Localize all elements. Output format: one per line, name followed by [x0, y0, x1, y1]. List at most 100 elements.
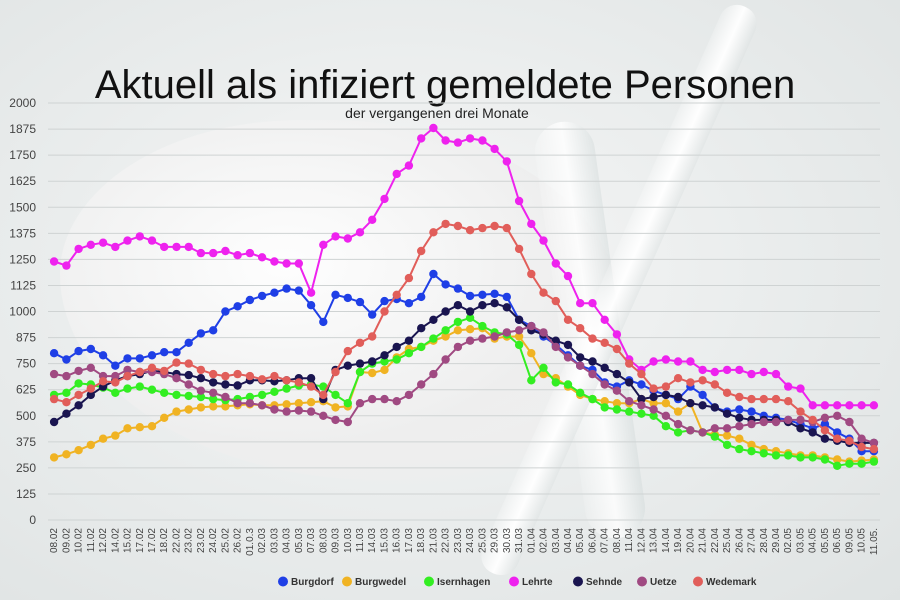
data-point [612, 405, 622, 414]
data-point [233, 381, 242, 390]
data-point [710, 424, 719, 433]
data-point [808, 428, 817, 437]
data-point [551, 336, 560, 345]
data-point [368, 357, 377, 366]
data-point [270, 405, 279, 414]
data-point [123, 354, 132, 363]
data-point [392, 290, 401, 299]
data-point [514, 244, 524, 254]
data-point [673, 374, 683, 383]
data-point [649, 357, 658, 366]
data-point [331, 390, 340, 400]
legend-label-isernhagen: Isernhagen [437, 577, 490, 588]
x-tick-label: 21.04 [698, 528, 709, 553]
data-point [404, 336, 414, 345]
data-point [686, 399, 695, 408]
x-tick-label: 04.03 [282, 528, 293, 553]
legend-marker-uetze [637, 576, 647, 587]
data-point [306, 398, 316, 407]
data-point [429, 369, 438, 379]
data-point [294, 286, 303, 295]
data-point [465, 291, 475, 301]
data-point [673, 428, 683, 437]
grid-layer: 0 125 250 375 500 625 750 875 1000 1125 1250 1375 15… [9, 96, 880, 527]
data-point [637, 369, 646, 379]
data-point [221, 371, 230, 381]
data-point [257, 375, 267, 384]
data-point [833, 428, 842, 437]
data-point [735, 413, 744, 422]
data-point [796, 424, 805, 433]
data-point [429, 269, 438, 279]
x-tick-label: 01.04 [526, 528, 537, 553]
data-point [625, 407, 634, 416]
data-point [845, 417, 854, 427]
data-point [490, 332, 499, 341]
data-point [343, 293, 352, 303]
data-point [196, 365, 206, 375]
data-point [735, 392, 744, 402]
data-point [147, 363, 157, 372]
x-tick-label: 11.04 [624, 528, 635, 553]
x-tick-label: 20.04 [685, 528, 696, 553]
data-point [833, 461, 842, 470]
data-point [649, 384, 658, 393]
data-point [600, 380, 609, 389]
data-point [380, 296, 389, 306]
data-point [625, 359, 634, 368]
data-point [771, 451, 781, 460]
x-tick-label: 02.05 [783, 528, 794, 553]
legend: Burgdorf Burgwedel Isernhagen Lehrte Sehnde U… [278, 576, 757, 588]
data-point [808, 453, 817, 462]
x-tick-label: 10.05 [857, 528, 868, 553]
data-point [563, 380, 573, 389]
data-point [502, 328, 511, 337]
x-tick-label: 11.03 [355, 528, 366, 553]
data-point [869, 438, 879, 448]
data-point [857, 434, 866, 443]
data-point [698, 401, 707, 410]
data-point [343, 346, 352, 356]
data-point [612, 330, 622, 339]
data-point [306, 374, 316, 383]
data-point [368, 394, 377, 404]
data-point [735, 434, 744, 443]
data-point [319, 240, 328, 249]
y-tick-label: 1000 [9, 305, 36, 319]
data-point [796, 407, 805, 416]
data-point [551, 259, 560, 268]
data-point [417, 324, 426, 333]
x-tick-label: 28.04 [759, 528, 770, 553]
data-point [441, 326, 450, 335]
data-point [649, 411, 658, 420]
data-point [147, 385, 157, 394]
legend-label-sehnde: Sehnde [586, 577, 623, 588]
x-tick-label: 24.02 [208, 528, 219, 553]
data-point [600, 403, 609, 412]
data-point [98, 377, 108, 386]
data-point [74, 244, 83, 254]
y-tick-label: 1500 [9, 200, 36, 214]
data-point [625, 397, 634, 406]
data-point [98, 238, 108, 247]
data-point [453, 326, 463, 335]
data-point [576, 324, 585, 333]
data-point [600, 397, 609, 406]
data-point [319, 382, 328, 391]
data-point [551, 296, 560, 306]
data-point [392, 397, 401, 406]
data-point [196, 374, 206, 383]
data-point [833, 411, 842, 420]
data-point [294, 406, 303, 415]
data-point [796, 453, 805, 462]
data-point [209, 394, 218, 404]
legend-marker-lehrte [509, 576, 519, 587]
data-point [453, 317, 463, 327]
x-tick-label: 25.03 [477, 528, 488, 553]
x-tick-label: 24.03 [465, 528, 476, 553]
data-point [441, 355, 450, 364]
data-point [417, 292, 426, 302]
data-point [331, 232, 340, 241]
x-tick-label: 03.05 [795, 528, 806, 553]
data-point [429, 334, 438, 343]
